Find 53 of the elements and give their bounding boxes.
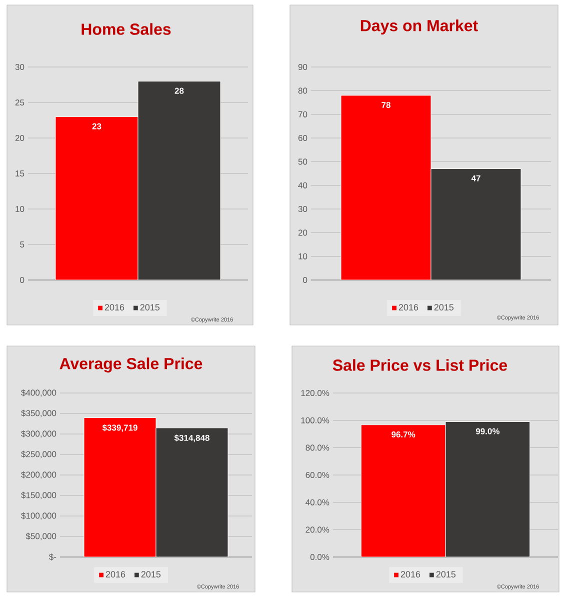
legend-label: 2016 [106,571,126,578]
y-tick-label: 15 [16,170,24,176]
y-tick-label: 10 [298,253,308,260]
y-tick-label: 90 [298,64,308,70]
y-tick-label: 10 [16,206,24,212]
y-tick-label: $350,000 [21,410,56,418]
y-tick-label: 50 [298,158,308,165]
y-tick-label: $200,000 [21,471,56,479]
data-label: $314,848 [174,434,210,442]
y-tick-label: 20 [15,135,24,142]
legend-label: 2015 [436,571,456,578]
legend-label: 2016 [104,304,124,310]
y-tick-label: 40 [298,182,308,188]
y-tick-label: 30 [298,206,308,212]
y-tick-label: 0.0% [310,554,330,560]
data-label: 23 [92,123,102,130]
y-tick-label: 25 [15,100,24,106]
chart-title: Sale Price vs List Price [332,359,508,371]
y-tick-label: $- [49,554,56,560]
y-tick-label: $150,000 [21,492,56,500]
y-tick-label: 20 [298,230,308,236]
y-tick-label: $400,000 [21,389,56,397]
legend-label: 2016 [398,304,418,310]
chart-title: Home Sales [82,23,171,35]
data-label: 96.7% [392,431,416,438]
y-tick-label: 70 [298,111,308,118]
legend-label: 2015 [141,571,161,578]
y-tick-label: $250,000 [21,450,56,458]
legend-label: 2015 [434,304,454,310]
y-tick-label: 20.0% [306,526,330,533]
y-tick-label: 60 [298,135,308,142]
y-tick-label: $50,000 [26,532,56,540]
y-tick-label: 0 [303,276,308,283]
data-label: 28 [174,88,184,94]
y-tick-label: 30 [15,64,24,70]
y-tick-label: 40.0% [306,499,330,506]
y-tick-label: 80 [298,88,308,94]
chart-title: Days on Market [360,20,478,34]
y-tick-label: $100,000 [21,512,56,520]
y-tick-label: 120.0% [301,390,330,396]
text: 2015 [140,304,160,310]
data-label: $339,719 [102,424,138,432]
data-label: 78 [382,102,390,108]
y-tick-label: 60.0% [306,472,330,478]
chart-title: Average Sale Price [60,358,202,372]
data-label: 47 [471,175,480,182]
y-tick-label: 100.0% [301,417,330,424]
y-tick-label: 80.0% [306,444,330,451]
y-tick-label: 0 [20,276,24,283]
y-tick-label: 5 [20,242,24,248]
y-tick-label: $300,000 [21,430,56,438]
legend-label: 2016 [400,571,420,578]
data-label: 99.0% [476,428,500,434]
